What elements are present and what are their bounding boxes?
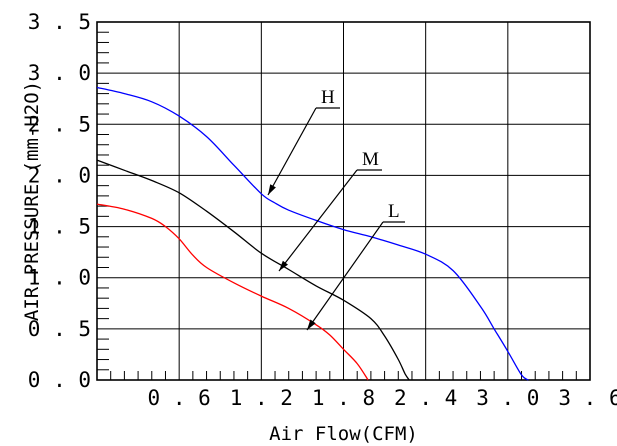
curve-label-l: L xyxy=(388,201,400,222)
callout-arrowhead xyxy=(279,260,288,271)
x-tick-label: 1 . 2 xyxy=(230,386,293,410)
y-tick-label: 1 . 5 xyxy=(28,215,91,239)
x-tick-label: 2 . 4 xyxy=(394,386,457,410)
curve-label-m: M xyxy=(362,149,379,170)
y-tick-label: 2 . 5 xyxy=(28,112,91,136)
y-tick-label: 2 . 0 xyxy=(28,163,91,187)
callout-leader xyxy=(278,169,358,272)
y-tick-labels: 0 . 0 0 . 5 1 . 0 1 . 5 2 . 0 2 . 5 3 . 0 3 . 5 xyxy=(28,10,91,392)
minor-ticks xyxy=(97,31,577,380)
curve-label-h: H xyxy=(321,87,335,108)
y-axis-title: AIR PRESSURE (mm-H2O) xyxy=(21,81,43,321)
callout-l: L xyxy=(306,201,405,331)
x-tick-label: 3 . 6 xyxy=(558,386,617,410)
x-tick-label: 0 . 6 xyxy=(148,386,211,410)
y-tick-label: 3 . 5 xyxy=(28,10,91,34)
y-tick-label: 0 . 5 xyxy=(28,317,91,341)
x-tick-labels: 0 . 6 1 . 2 1 . 8 2 . 4 3 . 0 3 . 6 xyxy=(148,386,617,410)
series-m-line xyxy=(96,159,410,381)
callout-h: H xyxy=(267,87,340,196)
callout-layer: H M L xyxy=(267,87,405,331)
callout-leader xyxy=(306,221,384,331)
callout-arrowhead xyxy=(268,184,276,195)
grid xyxy=(97,22,590,380)
plot-frame xyxy=(96,21,591,381)
y-tick-label: 1 . 0 xyxy=(28,266,91,290)
y-tick-label: 0 . 0 xyxy=(28,368,91,392)
callout-m: M xyxy=(278,149,382,272)
series-l-line xyxy=(96,203,369,381)
x-tick-label: 3 . 0 xyxy=(476,386,539,410)
x-axis-title: Air Flow(CFM) xyxy=(269,423,418,445)
x-tick-label: 1 . 8 xyxy=(312,386,375,410)
series-h-line xyxy=(96,86,529,381)
y-tick-label: 3 . 0 xyxy=(28,61,91,85)
callout-arrowhead xyxy=(307,319,316,330)
series-layer xyxy=(96,86,529,381)
callout-leader xyxy=(267,107,317,196)
